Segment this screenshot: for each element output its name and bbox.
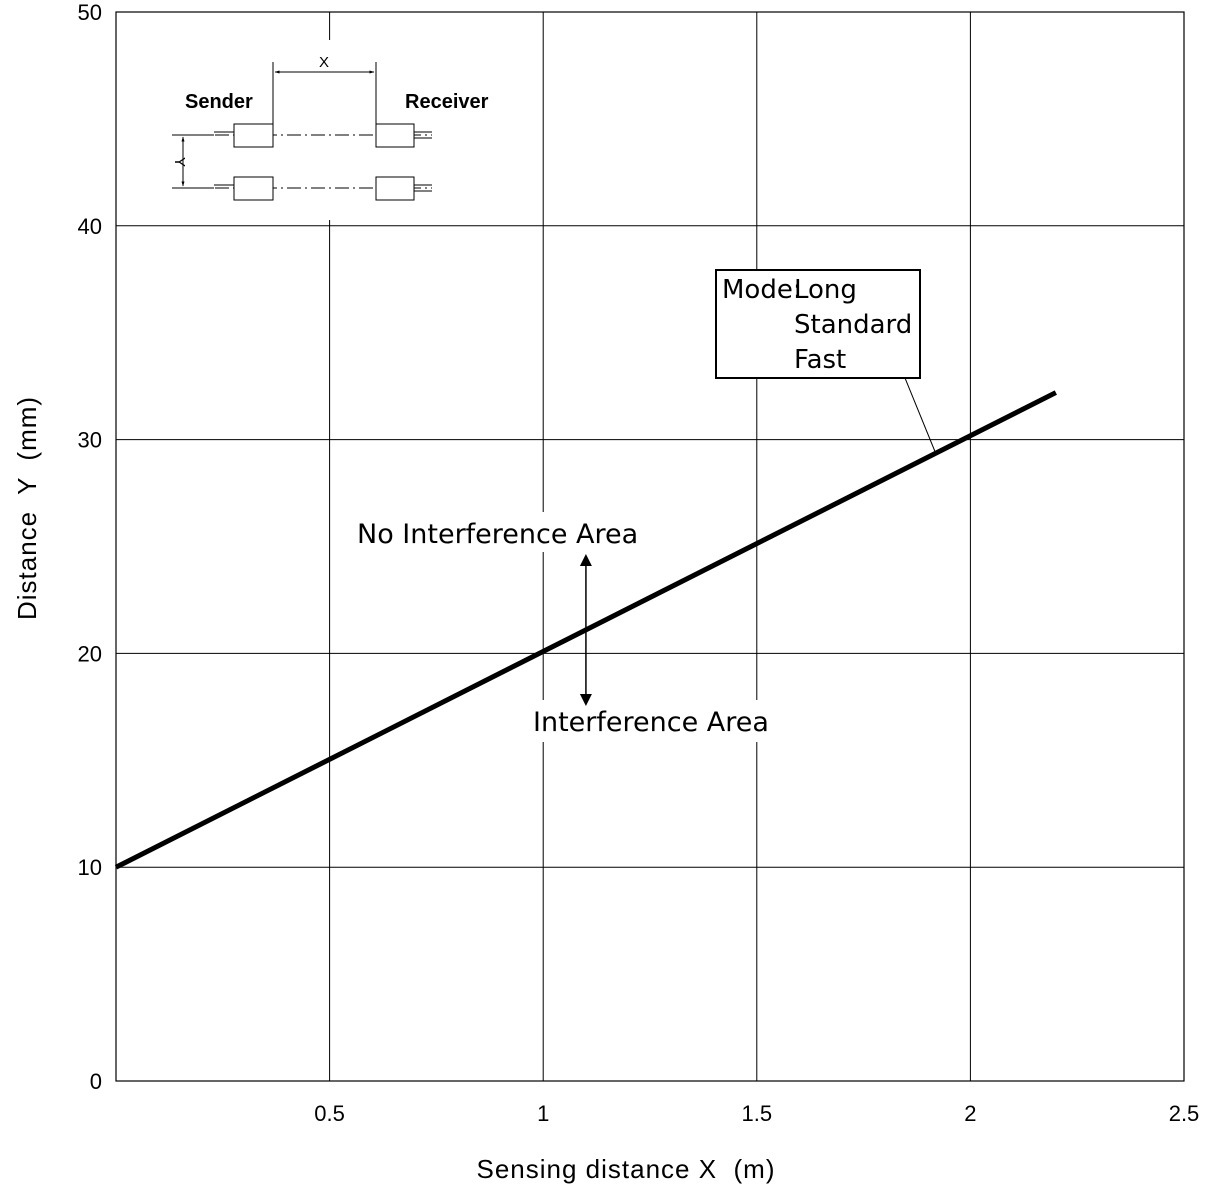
x-axis-title: Sensing distance X (m) [476,1154,775,1184]
plot-frame [115,11,1185,1082]
x-tick-label: 2 [964,1101,976,1126]
y-tick-label: 10 [78,855,102,880]
interference-annotation: No Interference Area Interference Area [350,512,769,742]
y-tick-labels: 0 10 20 30 40 50 [78,0,102,1094]
x-tick-label: 2.5 [1169,1101,1200,1126]
upper-sender-body [233,123,274,148]
x-tick-label: 1 [537,1101,549,1126]
x-tick-label: 0.5 [314,1101,345,1126]
lower-sender-body [233,176,274,201]
legend-entry-standard: Standard [794,310,912,340]
diagram-mask [150,40,520,220]
legend-entry-long: Long [794,275,857,305]
legend-entry-fast: Fast [794,345,846,375]
interference-label: Interference Area [533,707,769,738]
y-tick-label: 30 [78,428,102,453]
y-tick-label: 20 [78,641,102,666]
y-tick-label: 40 [78,214,102,239]
y-axis-title: Distance Y (mm) [12,396,42,620]
x-dim-label: X [319,54,329,71]
annotation-mask-top [350,512,635,552]
legend-leader [904,377,937,455]
sensor-diagram: Sender Receiver X Y [150,40,520,220]
no-interference-label: No Interference Area [357,519,638,550]
sender-label: Sender [185,91,253,113]
x-tick-label: 1.5 [742,1101,773,1126]
annotation-mask-bottom [528,700,766,742]
lower-receiver-body [375,176,415,201]
legend: Mode: Long Standard Fast [715,269,937,455]
legend-prefix: Mode: [722,275,802,305]
y-tick-label: 0 [90,1069,102,1094]
grid-lines [116,12,1184,1081]
y-dim-label: Y [171,157,188,167]
legend-box [715,269,921,379]
upper-receiver-body [375,123,415,148]
y-tick-label: 50 [78,0,102,25]
receiver-label: Receiver [405,91,489,113]
x-tick-labels: 0.5 1 1.5 2 2.5 [314,1101,1199,1126]
